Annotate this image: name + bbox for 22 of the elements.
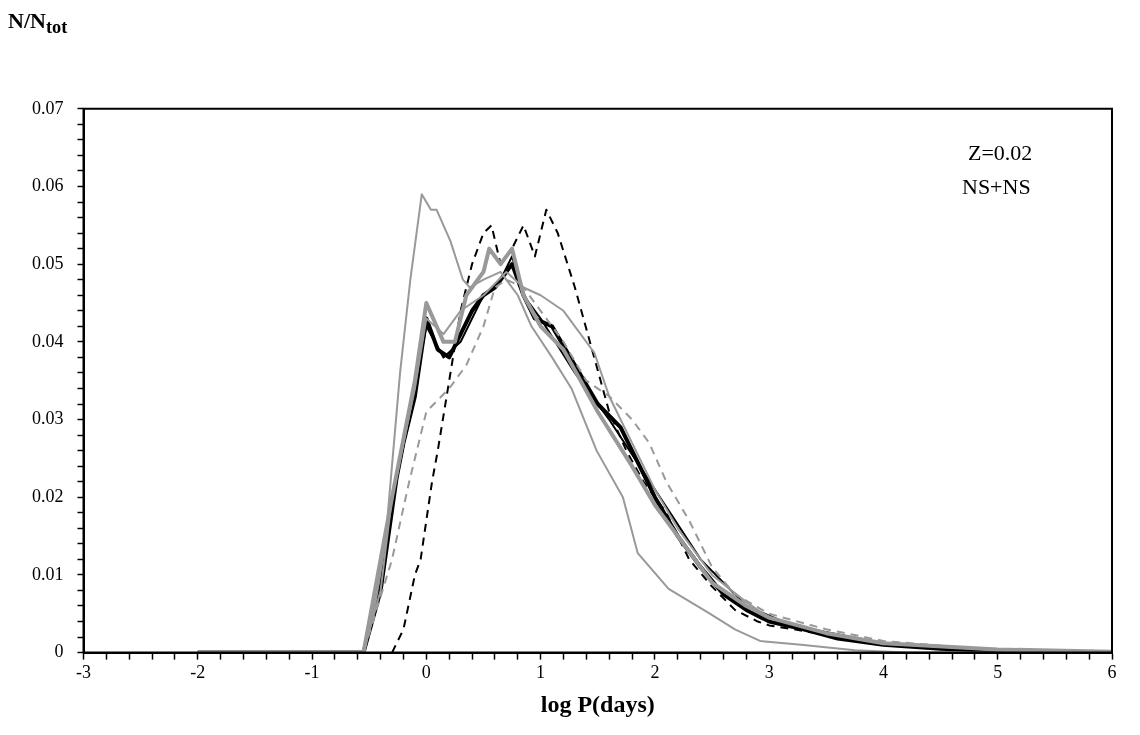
x-tick-label: -1 xyxy=(304,662,320,683)
x-tick-label: 1 xyxy=(536,662,546,683)
y-tick-label: 0 xyxy=(54,641,64,662)
x-tick-label: 3 xyxy=(764,662,774,683)
y-tick-label: 0.05 xyxy=(32,252,64,273)
y-tick-label: 0.03 xyxy=(32,408,64,429)
x-tick-label: -3 xyxy=(76,662,91,683)
x-tick-label: 0 xyxy=(421,662,431,683)
y-tick-label: 0.04 xyxy=(32,330,64,351)
x-tick-label: 4 xyxy=(878,662,888,683)
x-tick-label: 6 xyxy=(1107,662,1117,683)
y-axis-title: N/N$_{tot}$ xyxy=(8,8,68,39)
x-axis-title: log P(days) xyxy=(540,690,655,717)
x-tick-label: 2 xyxy=(650,662,660,683)
y-tick-label: 0.06 xyxy=(32,175,64,196)
x-tick-label: 5 xyxy=(993,662,1003,683)
annotation: Z=0.02 xyxy=(968,139,1033,165)
y-tick-label: 0.07 xyxy=(32,97,64,118)
y-tick-label: 0.02 xyxy=(32,485,64,506)
y-tick-label: 0.01 xyxy=(32,563,64,584)
annotation: NS+NS xyxy=(962,173,1031,199)
x-tick-label: -2 xyxy=(190,662,206,683)
